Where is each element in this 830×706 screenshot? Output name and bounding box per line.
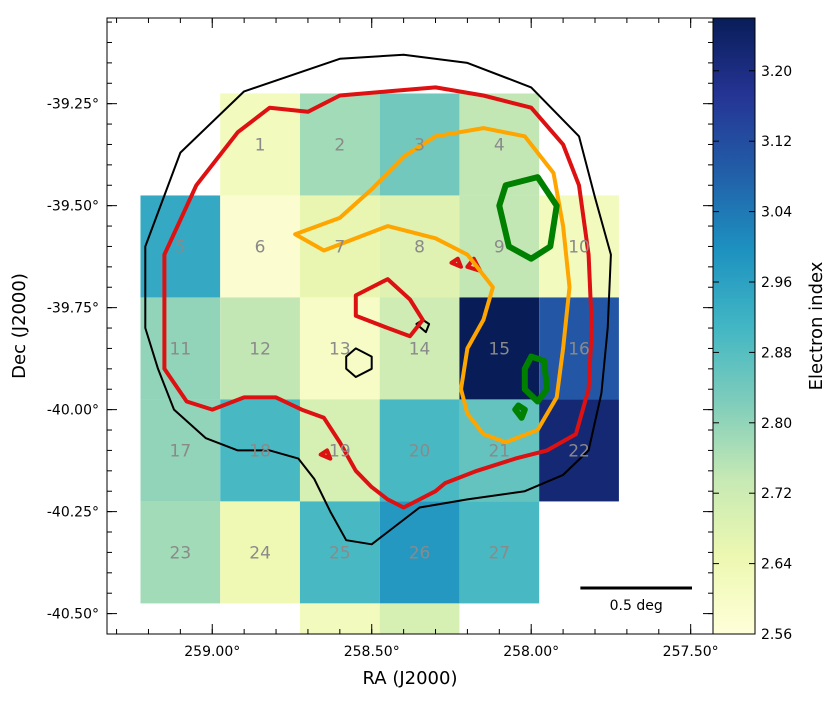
- region-cell-25: [299, 501, 380, 604]
- region-cell-29: [379, 603, 460, 634]
- region-label: 9: [494, 237, 505, 257]
- region-label: 27: [488, 543, 510, 563]
- contour-line: [449, 256, 463, 269]
- region-label: 15: [488, 339, 510, 359]
- region-label: 16: [568, 339, 590, 359]
- region-label: 10: [568, 237, 590, 257]
- axes: 259.00° 258.50° 258.00° 257.50° -39.25° -39.5…: [9, 17, 719, 689]
- region-cell-8: [379, 195, 460, 298]
- region-label: 24: [249, 543, 271, 563]
- region-label: 5: [175, 237, 186, 257]
- region-label: 11: [170, 339, 192, 359]
- y-tick-label: -40.25°: [47, 505, 99, 521]
- colorbar-tick-label: 2.80: [761, 416, 792, 432]
- region-label: 17: [170, 441, 192, 461]
- contour-line: [144, 53, 612, 546]
- y-tick-label: -40.50°: [47, 607, 99, 623]
- region-cell-27: [459, 501, 540, 604]
- contour-line: [353, 277, 425, 339]
- y-axis-label: Dec (J2000): [9, 273, 30, 379]
- region-label: 29: [409, 645, 431, 665]
- contour-line: [318, 448, 333, 461]
- region-cells: [140, 93, 619, 634]
- colorbar-tick-label: 3.12: [761, 134, 792, 150]
- colorbar-tick-label: 2.64: [761, 557, 792, 573]
- scale-bar: 0.5 deg: [580, 586, 692, 614]
- region-label: 14: [409, 339, 431, 359]
- region-label: 1: [255, 135, 266, 155]
- region-label: 3: [414, 135, 425, 155]
- region-cell-21: [459, 399, 540, 502]
- region-label: 26: [409, 543, 431, 563]
- region-cell-28: [299, 603, 380, 634]
- region-label: 12: [249, 339, 271, 359]
- region-cell-11: [140, 297, 221, 400]
- scale-bar-label: 0.5 deg: [610, 598, 663, 614]
- colorbar-tick-label: 2.88: [761, 345, 792, 361]
- colorbar-tick-label: 3.20: [761, 64, 792, 80]
- region-label: 19: [329, 441, 351, 461]
- region-label: 25: [329, 543, 351, 563]
- y-tick-label: -39.25°: [47, 97, 99, 113]
- x-tick-label: 258.00°: [503, 644, 559, 660]
- colorbar-tick-label: 2.56: [761, 627, 792, 643]
- contour-line: [496, 174, 560, 262]
- region-label: 4: [494, 135, 505, 155]
- x-tick-label: 258.50°: [344, 644, 400, 660]
- colorbar-tick-label: 2.72: [761, 486, 792, 502]
- region-label: 6: [255, 237, 266, 257]
- y-tick-label: -39.75°: [47, 301, 99, 317]
- region-cell-23: [140, 501, 221, 604]
- y-tick-label: -40.00°: [47, 403, 99, 419]
- region-label: 7: [334, 237, 345, 257]
- region-label: 20: [409, 441, 431, 461]
- region-cell-6: [220, 195, 300, 298]
- colorbar-label: Electron index: [806, 261, 827, 390]
- y-tick-label: -39.50°: [47, 199, 99, 215]
- contour-line: [345, 347, 373, 378]
- region-label: 18: [249, 441, 271, 461]
- region-cell-24: [220, 501, 300, 604]
- region-label: 22: [568, 441, 590, 461]
- colorbar: 2.56 2.64 2.72 2.80 2.88 2.96 3.04 3.12 3.20 Elec…: [712, 17, 827, 643]
- colorbar-tick-label: 2.96: [761, 275, 792, 291]
- region-cell-26: [379, 501, 460, 604]
- colorbar-frame: [712, 17, 756, 635]
- region-label: 23: [170, 543, 192, 563]
- contour-line: [293, 126, 572, 445]
- contours: [144, 53, 612, 546]
- region-cell-12: [220, 297, 300, 400]
- contour-line: [512, 402, 528, 421]
- contour-line: [162, 85, 594, 510]
- region-cell-5: [140, 195, 221, 298]
- colorbar-gradient: [713, 18, 755, 634]
- colorbar-tick-label: 3.04: [761, 205, 792, 221]
- region-cell-13: [299, 297, 380, 400]
- x-axis-label: RA (J2000): [363, 668, 458, 689]
- x-tick-label: 259.00°: [184, 644, 240, 660]
- region-label: 21: [488, 441, 510, 461]
- region-label: 13: [329, 339, 351, 359]
- x-tick-label: 257.50°: [663, 644, 719, 660]
- region-label: 8: [414, 237, 425, 257]
- contour-line: [521, 353, 551, 405]
- region-label: 2: [334, 135, 345, 155]
